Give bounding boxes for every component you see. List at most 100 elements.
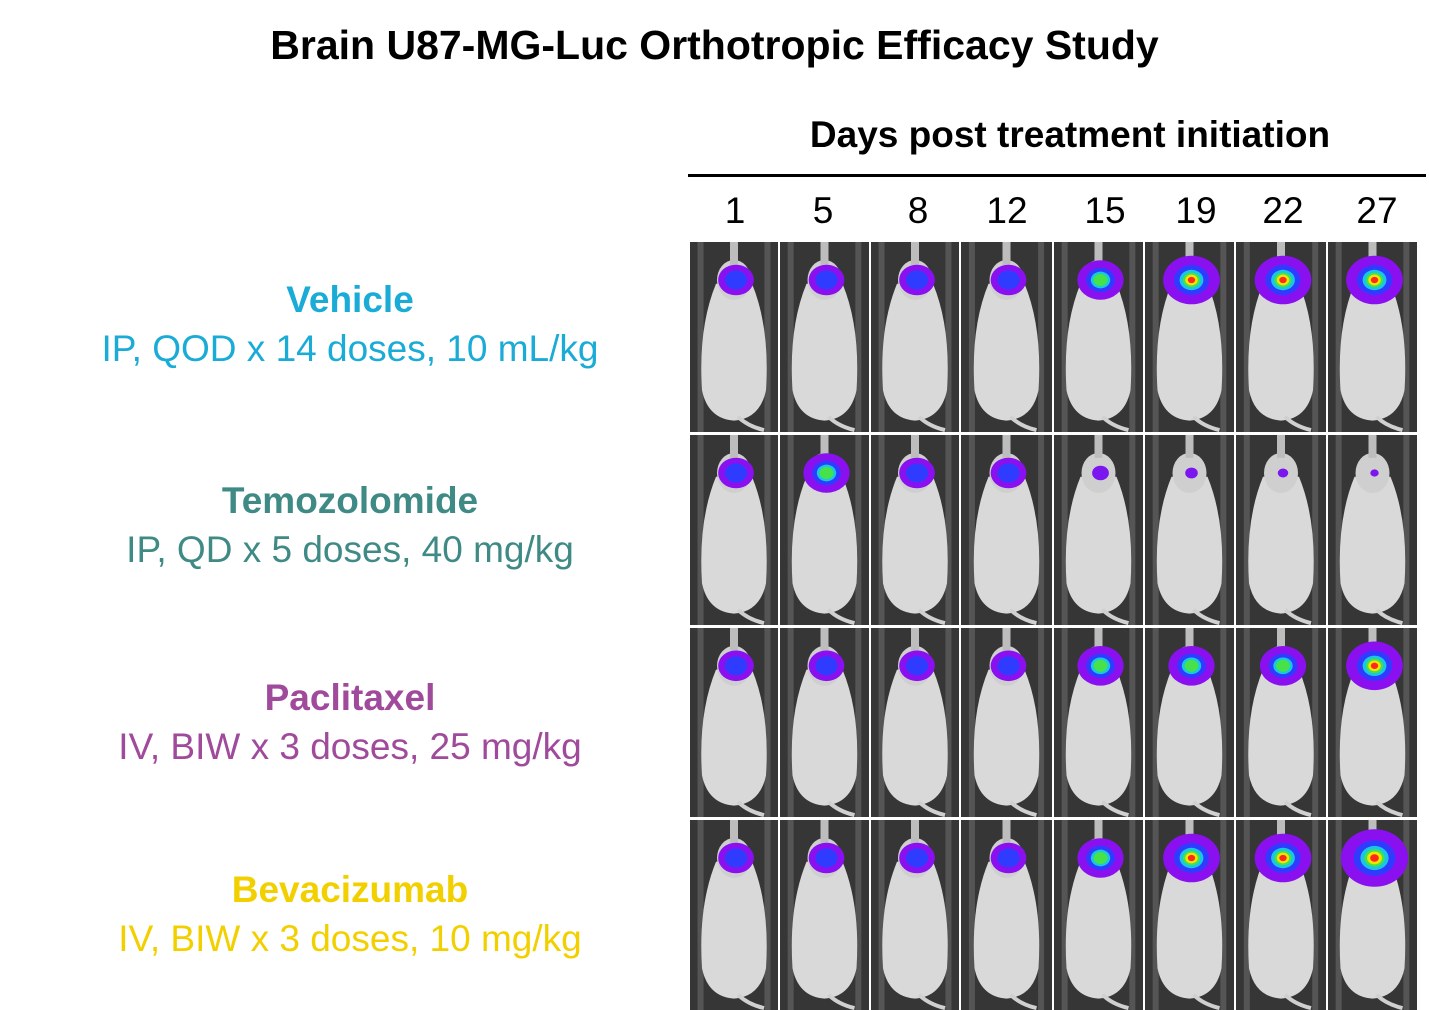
luminescence-signal bbox=[1187, 854, 1196, 862]
luminescence-signal bbox=[819, 467, 834, 479]
group-temozolomide: Temozolomide IP, QD x 5 doses, 40 mg/kg bbox=[0, 477, 700, 575]
mouse-photo bbox=[871, 820, 959, 1010]
luminescence-signal bbox=[905, 848, 929, 868]
mouse-photo bbox=[961, 628, 1052, 817]
luminescence-signal bbox=[905, 270, 929, 290]
luminescence-signal bbox=[724, 848, 748, 868]
mouse-photo bbox=[780, 242, 869, 432]
mouse-photo bbox=[1145, 435, 1234, 625]
mouse-image bbox=[1145, 242, 1234, 432]
mouse-photo bbox=[871, 435, 959, 625]
mouse-image bbox=[871, 820, 959, 1010]
mouse-photo bbox=[961, 435, 1052, 625]
day-label-27: 27 bbox=[1356, 190, 1398, 231]
mouse-photo bbox=[780, 435, 869, 625]
mouse-photo bbox=[1328, 242, 1417, 432]
luminescence-signal bbox=[815, 848, 838, 868]
mouse-photo bbox=[780, 820, 869, 1010]
mouse-image bbox=[1145, 435, 1234, 625]
group-name: Bevacizumab bbox=[231, 869, 469, 910]
mouse-photo bbox=[690, 820, 778, 1010]
group-paclitaxel: Paclitaxel IV, BIW x 3 doses, 25 mg/kg bbox=[0, 674, 700, 772]
mouse-photo bbox=[1145, 628, 1234, 817]
luminescence-signal bbox=[905, 656, 929, 676]
luminescence-signal bbox=[1370, 662, 1379, 669]
mouse-image bbox=[780, 242, 869, 432]
day-label-8: 8 bbox=[907, 190, 929, 231]
mouse-image bbox=[1236, 820, 1326, 1010]
mouse-photo bbox=[1054, 820, 1143, 1010]
mouse-image bbox=[871, 435, 959, 625]
mouse-image bbox=[961, 820, 1052, 1010]
mouse-photo bbox=[1054, 628, 1143, 817]
luminescence-signal bbox=[997, 463, 1020, 483]
mouse-photo bbox=[780, 628, 869, 817]
mouse-photo bbox=[961, 820, 1052, 1010]
mouse-image bbox=[961, 435, 1052, 625]
luminescence-signal bbox=[1277, 468, 1289, 478]
luminescence-signal bbox=[1185, 467, 1198, 479]
luminescence-signal bbox=[905, 463, 929, 483]
day-label-1: 1 bbox=[724, 190, 746, 231]
group-name: Vehicle bbox=[286, 279, 414, 320]
mouse-image bbox=[780, 628, 869, 817]
luminescence-signal bbox=[1370, 276, 1379, 284]
mouse-image bbox=[1236, 628, 1326, 817]
axis-title: Days post treatment initiation bbox=[809, 114, 1331, 155]
mouse-image bbox=[690, 242, 778, 432]
mouse-image bbox=[690, 820, 778, 1010]
luminescence-signal bbox=[815, 656, 838, 676]
mouse-photo bbox=[1236, 435, 1326, 625]
day-label-15: 15 bbox=[1084, 190, 1126, 231]
mouse-photo bbox=[1236, 242, 1326, 432]
mouse-photo bbox=[1328, 820, 1417, 1010]
mouse-photo bbox=[1054, 242, 1143, 432]
luminescence-signal bbox=[1279, 276, 1287, 284]
mouse-photo bbox=[1328, 435, 1417, 625]
mouse-image bbox=[961, 628, 1052, 817]
mouse-image bbox=[690, 435, 778, 625]
luminescence-signal bbox=[1184, 659, 1199, 672]
mouse-image bbox=[1054, 242, 1143, 432]
day-label-22: 22 bbox=[1262, 190, 1304, 231]
mouse-image bbox=[1328, 242, 1417, 432]
group-dose: IV, BIW x 3 doses, 25 mg/kg bbox=[118, 726, 582, 767]
luminescence-signal bbox=[997, 270, 1020, 290]
mouse-photo bbox=[690, 435, 778, 625]
bioluminescence-image-grid bbox=[690, 242, 1417, 1010]
mouse-photo bbox=[690, 628, 778, 817]
axis-divider-line bbox=[688, 174, 1426, 177]
mouse-image bbox=[1328, 820, 1417, 1010]
luminescence-signal bbox=[1092, 465, 1109, 481]
mouse-image bbox=[871, 628, 959, 817]
luminescence-signal bbox=[1093, 852, 1108, 864]
mouse-image bbox=[1054, 820, 1143, 1010]
mouse-photo bbox=[1236, 628, 1326, 817]
mouse-photo bbox=[871, 628, 959, 817]
mouse-photo bbox=[871, 242, 959, 432]
group-name: Temozolomide bbox=[221, 480, 479, 521]
luminescence-signal bbox=[1370, 469, 1379, 477]
mouse-image bbox=[780, 820, 869, 1010]
mouse-image bbox=[1054, 435, 1143, 625]
figure-title: Brain U87-MG-Luc Orthotropic Efficacy St… bbox=[270, 22, 1159, 68]
mouse-image bbox=[871, 242, 959, 432]
mouse-photo bbox=[690, 242, 778, 432]
luminescence-signal bbox=[1276, 659, 1290, 672]
mouse-image bbox=[1236, 242, 1326, 432]
mouse-photo bbox=[1236, 820, 1326, 1010]
mouse-photo bbox=[1145, 820, 1234, 1010]
mouse-image bbox=[961, 242, 1052, 432]
day-label-12: 12 bbox=[986, 190, 1028, 231]
group-dose: IP, QOD x 14 doses, 10 mL/kg bbox=[101, 328, 599, 369]
mouse-image bbox=[780, 435, 869, 625]
mouse-photo bbox=[1054, 435, 1143, 625]
group-dose: IP, QD x 5 doses, 40 mg/kg bbox=[126, 529, 574, 570]
mouse-image bbox=[690, 628, 778, 817]
mouse-photo bbox=[961, 242, 1052, 432]
mouse-image bbox=[1328, 435, 1417, 625]
day-label-19: 19 bbox=[1175, 190, 1217, 231]
luminescence-signal bbox=[1187, 276, 1196, 284]
mouse-image bbox=[1236, 435, 1326, 625]
mouse-photo bbox=[1145, 242, 1234, 432]
